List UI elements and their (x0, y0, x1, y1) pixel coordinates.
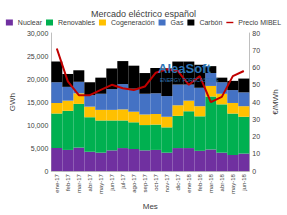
svg-text:sep-17: sep-17 (142, 173, 148, 192)
svg-text:Mes: Mes (143, 202, 158, 211)
svg-text:Gas: Gas (171, 19, 184, 26)
svg-text:5,000: 5,000 (31, 145, 49, 152)
svg-text:abr-18: abr-18 (219, 173, 225, 191)
svg-text:Precio MIBEL: Precio MIBEL (238, 19, 281, 26)
svg-text:jun-17: jun-17 (109, 173, 115, 191)
svg-text:20,000: 20,000 (27, 76, 49, 83)
svg-text:jun-18: jun-18 (241, 173, 247, 191)
svg-text:mar-18: mar-18 (208, 173, 214, 193)
svg-text:oct-17: oct-17 (153, 173, 159, 190)
svg-text:50: 50 (252, 81, 260, 88)
svg-text:€/MWh: €/MWh (271, 89, 280, 114)
svg-text:20: 20 (252, 133, 260, 140)
svg-text:80: 80 (252, 30, 260, 37)
svg-text:30,000: 30,000 (27, 30, 49, 37)
svg-text:GWh: GWh (8, 93, 17, 111)
svg-text:may-17: may-17 (98, 173, 104, 194)
svg-text:ago-17: ago-17 (131, 173, 137, 192)
svg-text:dic-17: dic-17 (175, 173, 181, 190)
svg-text:may-18: may-18 (230, 173, 236, 194)
svg-text:abr-17: abr-17 (87, 173, 93, 191)
svg-text:ene-18: ene-18 (186, 173, 192, 192)
svg-text:0: 0 (252, 168, 256, 175)
svg-text:40: 40 (252, 99, 260, 106)
svg-text:nov-17: nov-17 (164, 173, 170, 192)
svg-text:Nuclear: Nuclear (18, 19, 43, 26)
svg-text:10,000: 10,000 (27, 122, 49, 129)
svg-text:jul-17: jul-17 (120, 173, 126, 189)
svg-text:Carbón: Carbón (199, 19, 222, 26)
svg-text:Cogeneración: Cogeneración (111, 19, 155, 27)
svg-text:0: 0 (44, 168, 48, 175)
svg-text:10: 10 (252, 150, 260, 157)
svg-text:mar-17: mar-17 (76, 173, 82, 193)
svg-text:ENERGY FORECASTING: ENERGY FORECASTING (160, 77, 219, 83)
svg-text:70: 70 (252, 47, 260, 54)
svg-text:AleaSoft: AleaSoft (158, 61, 211, 76)
svg-text:feb-18: feb-18 (197, 173, 203, 191)
svg-text:Mercado eléctrico español: Mercado eléctrico español (91, 9, 196, 19)
svg-text:25,000: 25,000 (27, 53, 49, 60)
svg-text:30: 30 (252, 116, 260, 123)
svg-text:Renovables: Renovables (58, 19, 95, 26)
svg-text:15,000: 15,000 (27, 99, 49, 106)
svg-text:ene-17: ene-17 (54, 173, 60, 192)
svg-text:feb-17: feb-17 (65, 173, 71, 191)
svg-text:60: 60 (252, 64, 260, 71)
